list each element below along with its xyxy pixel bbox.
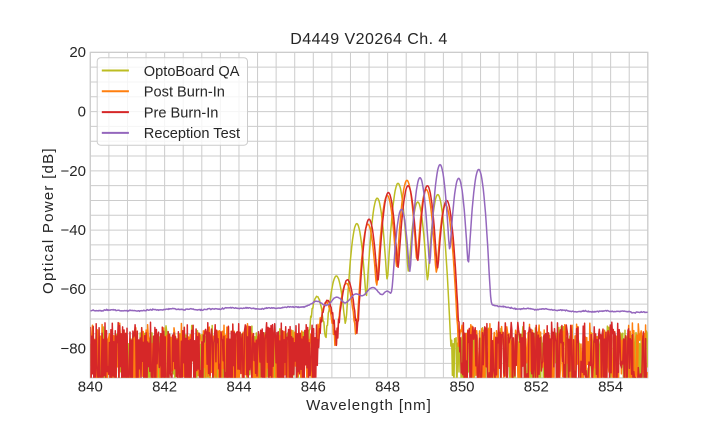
svg-text:−80: −80 [61, 341, 86, 358]
svg-text:Wavelength [nm]: Wavelength [nm] [306, 397, 432, 414]
svg-text:−20: −20 [61, 163, 86, 180]
svg-text:840: 840 [78, 378, 103, 395]
svg-text:Post Burn-In: Post Burn-In [144, 85, 225, 101]
svg-text:848: 848 [375, 378, 400, 395]
svg-text:−40: −40 [61, 222, 86, 239]
svg-text:20: 20 [69, 44, 86, 61]
svg-text:846: 846 [301, 378, 326, 395]
svg-text:OptoBoard QA: OptoBoard QA [144, 64, 240, 80]
svg-text:852: 852 [524, 378, 549, 395]
svg-text:−60: −60 [61, 281, 86, 298]
svg-text:0: 0 [78, 104, 86, 121]
svg-text:Pre Burn-In: Pre Burn-In [144, 105, 219, 121]
svg-text:844: 844 [226, 378, 251, 395]
svg-text:842: 842 [152, 378, 177, 395]
svg-text:Reception Test: Reception Test [144, 126, 240, 142]
svg-text:Optical Power [dB]: Optical Power [dB] [40, 147, 57, 294]
svg-text:D4449 V20264 Ch. 4: D4449 V20264 Ch. 4 [290, 31, 448, 48]
svg-text:854: 854 [598, 378, 623, 395]
svg-text:850: 850 [449, 378, 474, 395]
